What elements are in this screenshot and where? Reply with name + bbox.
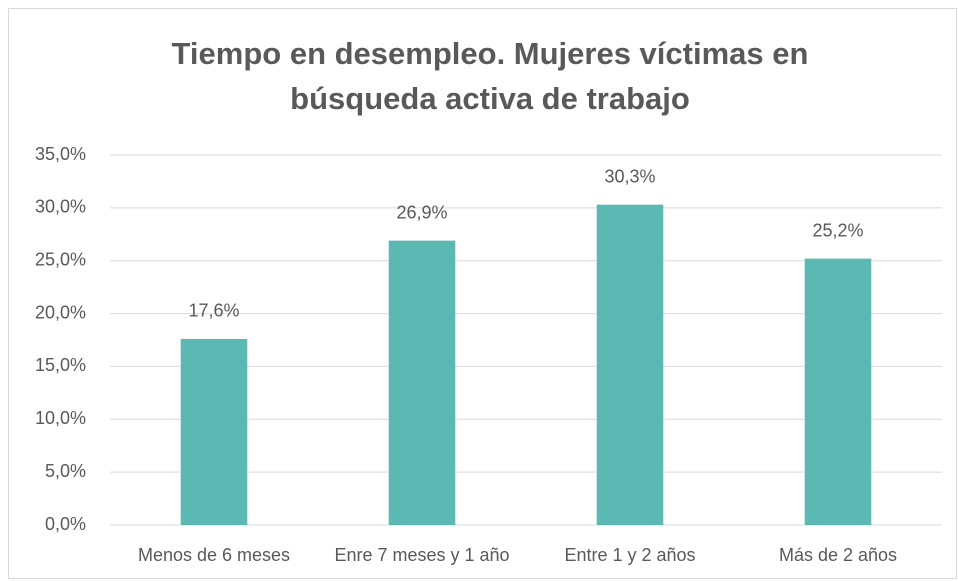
bar	[388, 240, 456, 525]
y-tick-label: 35,0%	[35, 144, 86, 164]
y-tick-label: 20,0%	[35, 302, 86, 322]
data-label: 25,2%	[812, 220, 863, 240]
y-tick-label: 5,0%	[45, 461, 86, 481]
y-tick-label: 30,0%	[35, 197, 86, 217]
chart-frame	[8, 8, 957, 579]
y-tick-label: 0,0%	[45, 514, 86, 534]
y-tick-label: 25,0%	[35, 249, 86, 269]
bar	[180, 338, 248, 525]
x-tick-label: Enre 7 meses y 1 año	[334, 545, 509, 565]
bar	[596, 204, 664, 525]
bar	[804, 258, 872, 525]
data-label: 26,9%	[396, 202, 447, 222]
y-tick-label: 10,0%	[35, 408, 86, 428]
x-tick-label: Más de 2 años	[779, 545, 897, 565]
y-tick-label: 15,0%	[35, 355, 86, 375]
data-label: 30,3%	[604, 166, 655, 186]
chart-title: Tiempo en desempleo. Mujeres víctimas en	[172, 36, 809, 71]
data-label: 17,6%	[188, 301, 239, 321]
chart-title: búsqueda activa de trabajo	[290, 81, 690, 116]
x-tick-label: Entre 1 y 2 años	[564, 545, 695, 565]
x-tick-label: Menos de 6 meses	[138, 545, 290, 565]
